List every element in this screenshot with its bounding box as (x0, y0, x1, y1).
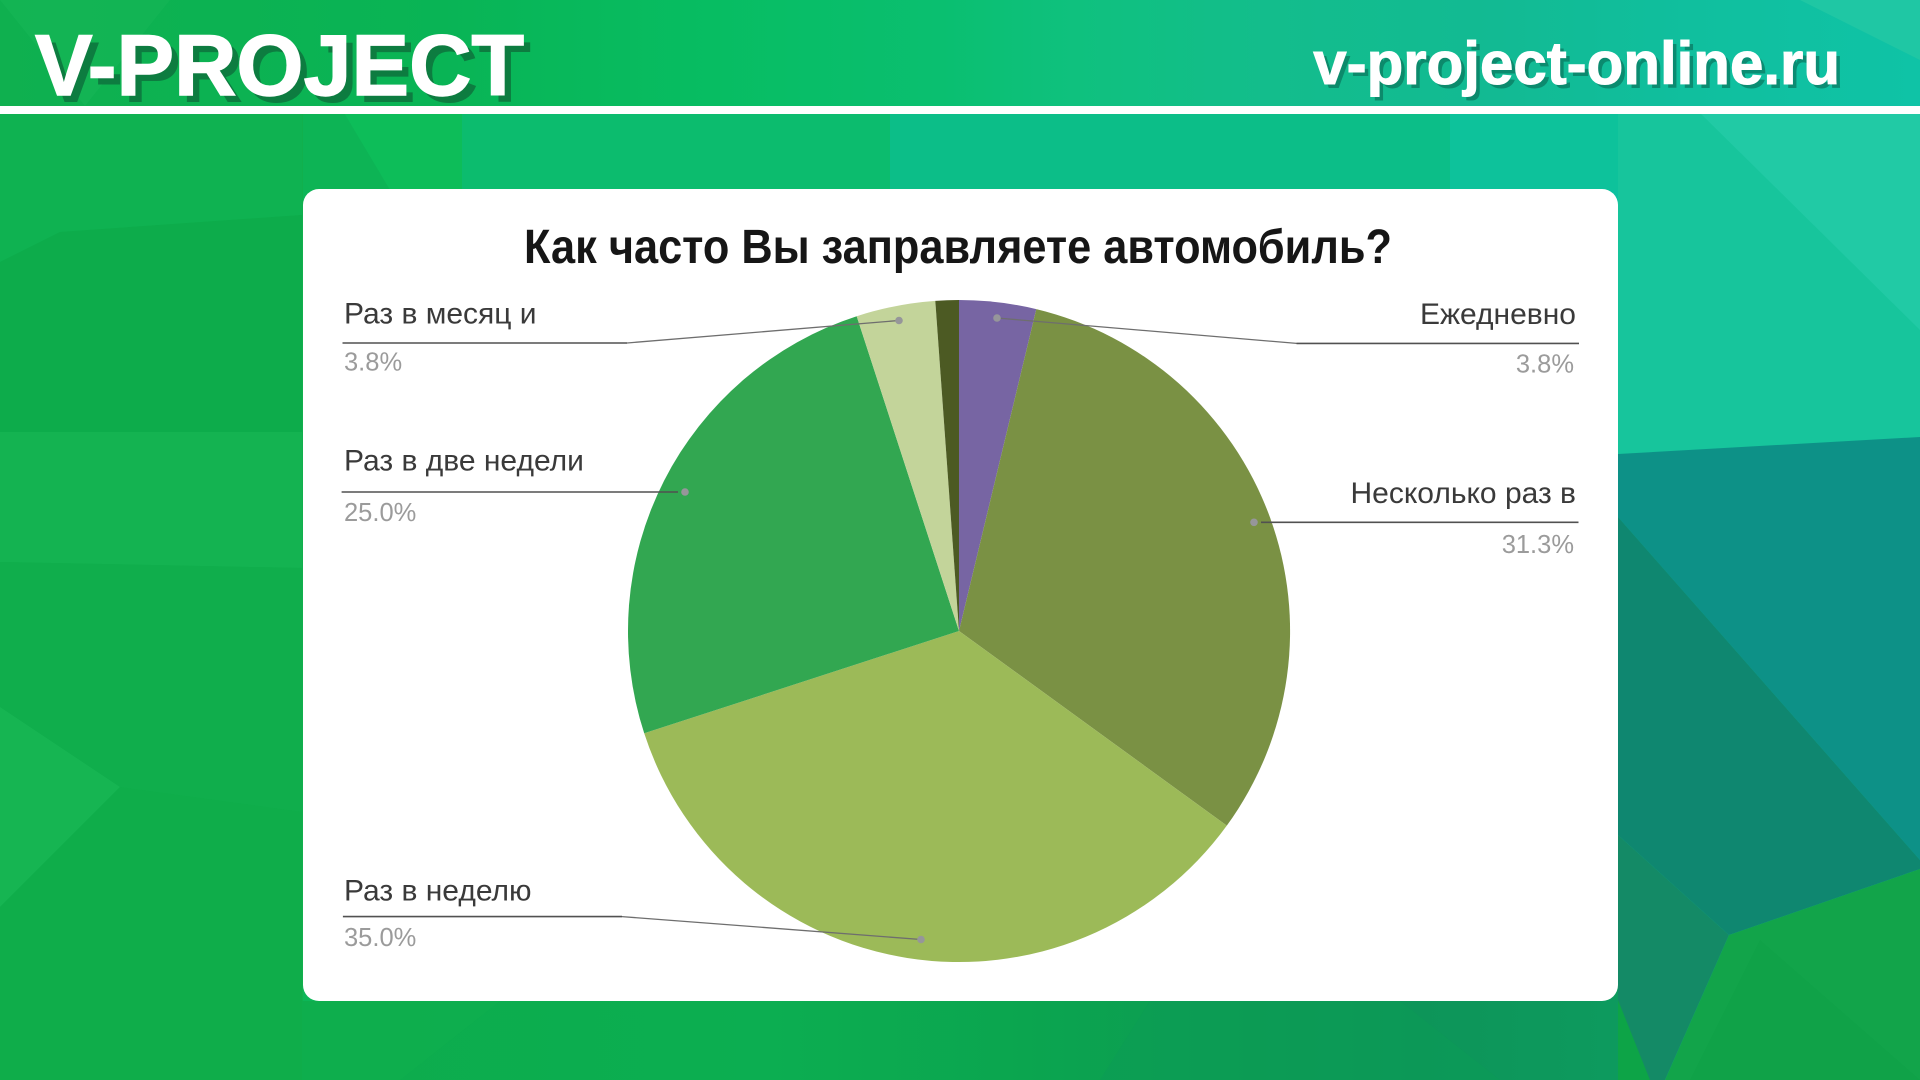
svg-text:Ежедневно: Ежедневно (1420, 298, 1576, 331)
svg-text:31.3%: 31.3% (1502, 531, 1574, 559)
svg-text:35.0%: 35.0% (344, 924, 416, 952)
svg-text:3.8%: 3.8% (1516, 351, 1574, 379)
svg-text:Раз в неделю: Раз в неделю (344, 875, 532, 908)
svg-text:25.0%: 25.0% (344, 499, 416, 527)
svg-text:3.8%: 3.8% (344, 349, 402, 377)
svg-text:Раз в две недели: Раз в две недели (344, 444, 584, 477)
svg-text:Несколько раз в: Несколько раз в (1350, 477, 1576, 510)
svg-text:Как часто Вы заправляете автом: Как часто Вы заправляете автомобиль? (524, 220, 1392, 274)
svg-text:Раз в месяц и: Раз в месяц и (344, 298, 537, 331)
